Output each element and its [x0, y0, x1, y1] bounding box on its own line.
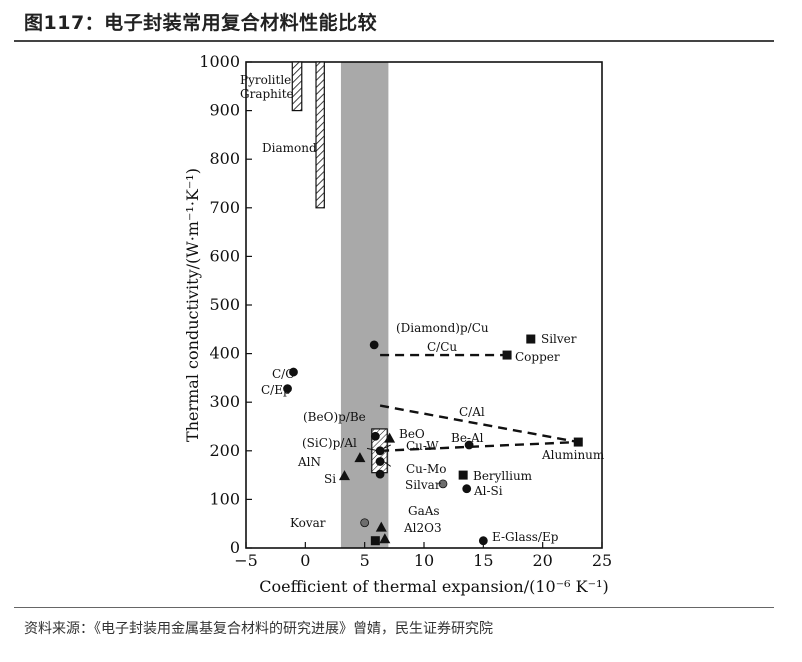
y-tick-label: 200 [209, 441, 240, 460]
data-point [478, 536, 488, 546]
annotation-label: C/C [272, 367, 294, 381]
annotation-label: Silver [541, 332, 577, 346]
annotation-label: Aluminum [541, 448, 605, 462]
figure-title: 图117：电子封装常用复合材料性能比较 [24, 12, 378, 34]
annotation-label: (Diamond)p/Cu [396, 321, 489, 335]
range-bar [315, 61, 325, 209]
data-point [458, 470, 468, 480]
data-point [354, 452, 366, 463]
composite-line [380, 440, 579, 452]
annotation-label: E-Glass/Ep [492, 530, 559, 544]
x-tick-label: 25 [592, 551, 612, 570]
data-point [338, 470, 350, 481]
leader-line [383, 444, 391, 449]
data-point [526, 334, 536, 344]
x-tick-label: 5 [360, 551, 370, 570]
annotation-label: Cu-Mo [406, 462, 446, 476]
data-point [375, 446, 385, 456]
data-point [283, 384, 292, 393]
annotation-label: Graphite [240, 87, 294, 101]
data-point [370, 536, 380, 546]
data-point [379, 533, 391, 544]
annotation-label: Silvar [405, 478, 441, 492]
annotation-label: C/Al [459, 405, 485, 419]
annotation-label: Al-Si [473, 484, 503, 498]
x-tick-label: 15 [473, 551, 493, 570]
annotation-label: BeO [399, 427, 425, 441]
title-rule [14, 40, 774, 42]
y-tick-label: 300 [209, 392, 240, 411]
data-point [462, 484, 472, 494]
y-tick-label: 800 [209, 149, 240, 168]
annotation-label: Kovar [290, 516, 326, 530]
annotation-label: Si [324, 472, 336, 486]
x-tick-label: 10 [414, 551, 434, 570]
data-point [369, 340, 379, 350]
annotation-label: Copper [515, 350, 560, 364]
data-point [502, 350, 512, 360]
y-tick-label: 400 [209, 344, 240, 363]
data-point [573, 437, 583, 447]
annotation-label: (SiC)p/Al [302, 436, 357, 450]
annotation-label: Diamond [262, 141, 317, 155]
annotation-label: C/Ep [261, 383, 291, 397]
y-tick-label: 900 [209, 101, 240, 120]
annotation-label: Be-Al [451, 431, 484, 445]
x-tick-label: 0 [300, 551, 310, 570]
x-tick-label: −5 [234, 551, 258, 570]
source-note: 资料来源：《电子封装用金属基复合材料的研究进展》曾婧，民生证券研究院 [24, 621, 493, 637]
x-axis-label: Coefficient of thermal expansion/(10⁻⁶ K… [259, 577, 608, 596]
data-point [289, 367, 298, 377]
footer-rule [14, 607, 774, 608]
annotation-label: C/Cu [427, 340, 457, 354]
data-point [360, 518, 370, 528]
data-point [464, 440, 474, 450]
data-point [375, 521, 387, 532]
y-tick-label: 700 [209, 198, 240, 217]
y-axis-label: Thermal conductivity/(W·m⁻¹·K⁻¹) [183, 168, 202, 442]
annotation-label: (BeO)p/Be [303, 410, 366, 424]
annotation-label: Pyrolitle [240, 73, 291, 87]
data-point [370, 431, 380, 441]
data-point [384, 432, 396, 443]
range-bar [291, 61, 303, 112]
data-point [375, 469, 385, 479]
leader-line [383, 461, 392, 467]
data-point [438, 479, 448, 489]
y-tick-label: 100 [209, 489, 240, 508]
x-tick-label: 20 [532, 551, 552, 570]
y-tick-label: 1000 [199, 52, 240, 71]
y-tick-label: 600 [209, 246, 240, 265]
y-tick-label: 500 [209, 295, 240, 314]
data-point [375, 457, 385, 466]
annotation-label: GaAs [408, 504, 440, 518]
annotation-label: Al2O3 [403, 521, 442, 535]
annotation-label: Beryllium [473, 469, 533, 483]
annotation-label: Cu-W [406, 439, 439, 453]
y-tick-label: 0 [230, 538, 240, 557]
composite-line [379, 404, 579, 444]
annotation-label: AlN [297, 455, 321, 469]
